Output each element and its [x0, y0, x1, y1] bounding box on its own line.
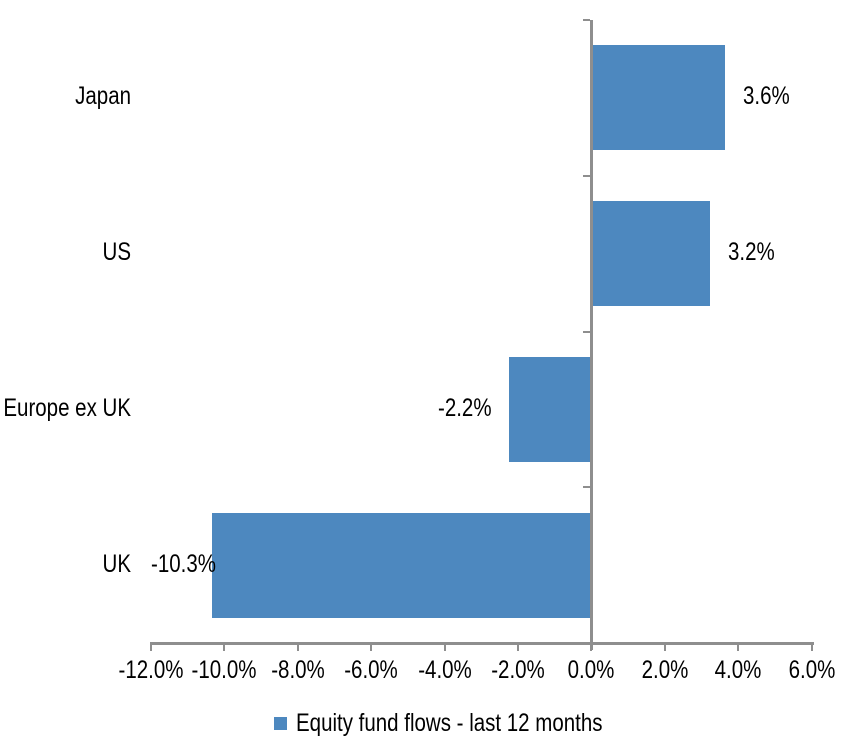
x-tick-label: -10.0%	[191, 656, 257, 684]
category-label-europe-ex-uk: Europe ex UK	[3, 393, 131, 422]
x-tick-label: -6.0%	[344, 656, 398, 684]
data-label-us: 3.2%	[728, 238, 776, 267]
data-label-japan: 3.6%	[743, 82, 790, 111]
bar-us	[593, 201, 711, 307]
x-axis-tick	[223, 645, 226, 651]
x-axis-tick	[810, 645, 813, 651]
x-axis-tick	[517, 645, 519, 651]
x-tick-label: 0.0%	[568, 656, 615, 684]
x-axis-tick	[150, 645, 152, 651]
legend-marker-icon	[274, 717, 287, 730]
y-axis-tick	[583, 19, 590, 21]
x-tick-label: -12.0%	[118, 656, 184, 684]
x-tick-label: 6.0%	[788, 656, 835, 684]
category-label-uk: UK	[102, 549, 131, 578]
category-label-us: US	[102, 238, 131, 267]
x-axis-tick	[663, 645, 666, 651]
bar-japan	[593, 45, 726, 151]
bar-europe-ex-uk	[509, 356, 590, 462]
y-axis-tick	[583, 330, 590, 333]
x-axis-tick	[737, 645, 740, 651]
legend-label: Equity fund flows - last 12 months	[296, 709, 603, 737]
data-label-uk: -10.3%	[151, 549, 216, 578]
x-axis-tick	[370, 645, 373, 651]
x-axis-line	[150, 642, 814, 645]
legend: Equity fund flows - last 12 months	[274, 711, 670, 736]
x-tick-label: 4.0%	[714, 656, 762, 684]
x-axis-tick	[443, 645, 446, 651]
y-axis-tick	[583, 174, 590, 177]
data-label-europe-ex-uk: -2.2%	[437, 393, 492, 422]
x-axis-tick	[296, 645, 299, 651]
x-tick-label: 2.0%	[641, 656, 689, 684]
y-axis-tick	[583, 486, 590, 489]
category-label-japan: Japan	[75, 82, 131, 111]
y-axis-line	[590, 20, 593, 650]
bar-uk	[211, 512, 590, 618]
y-axis-tick	[583, 642, 590, 644]
x-tick-label: -4.0%	[417, 656, 472, 684]
x-axis-tick	[590, 645, 593, 651]
x-tick-label: -2.0%	[491, 656, 545, 684]
x-tick-label: -8.0%	[271, 656, 325, 684]
